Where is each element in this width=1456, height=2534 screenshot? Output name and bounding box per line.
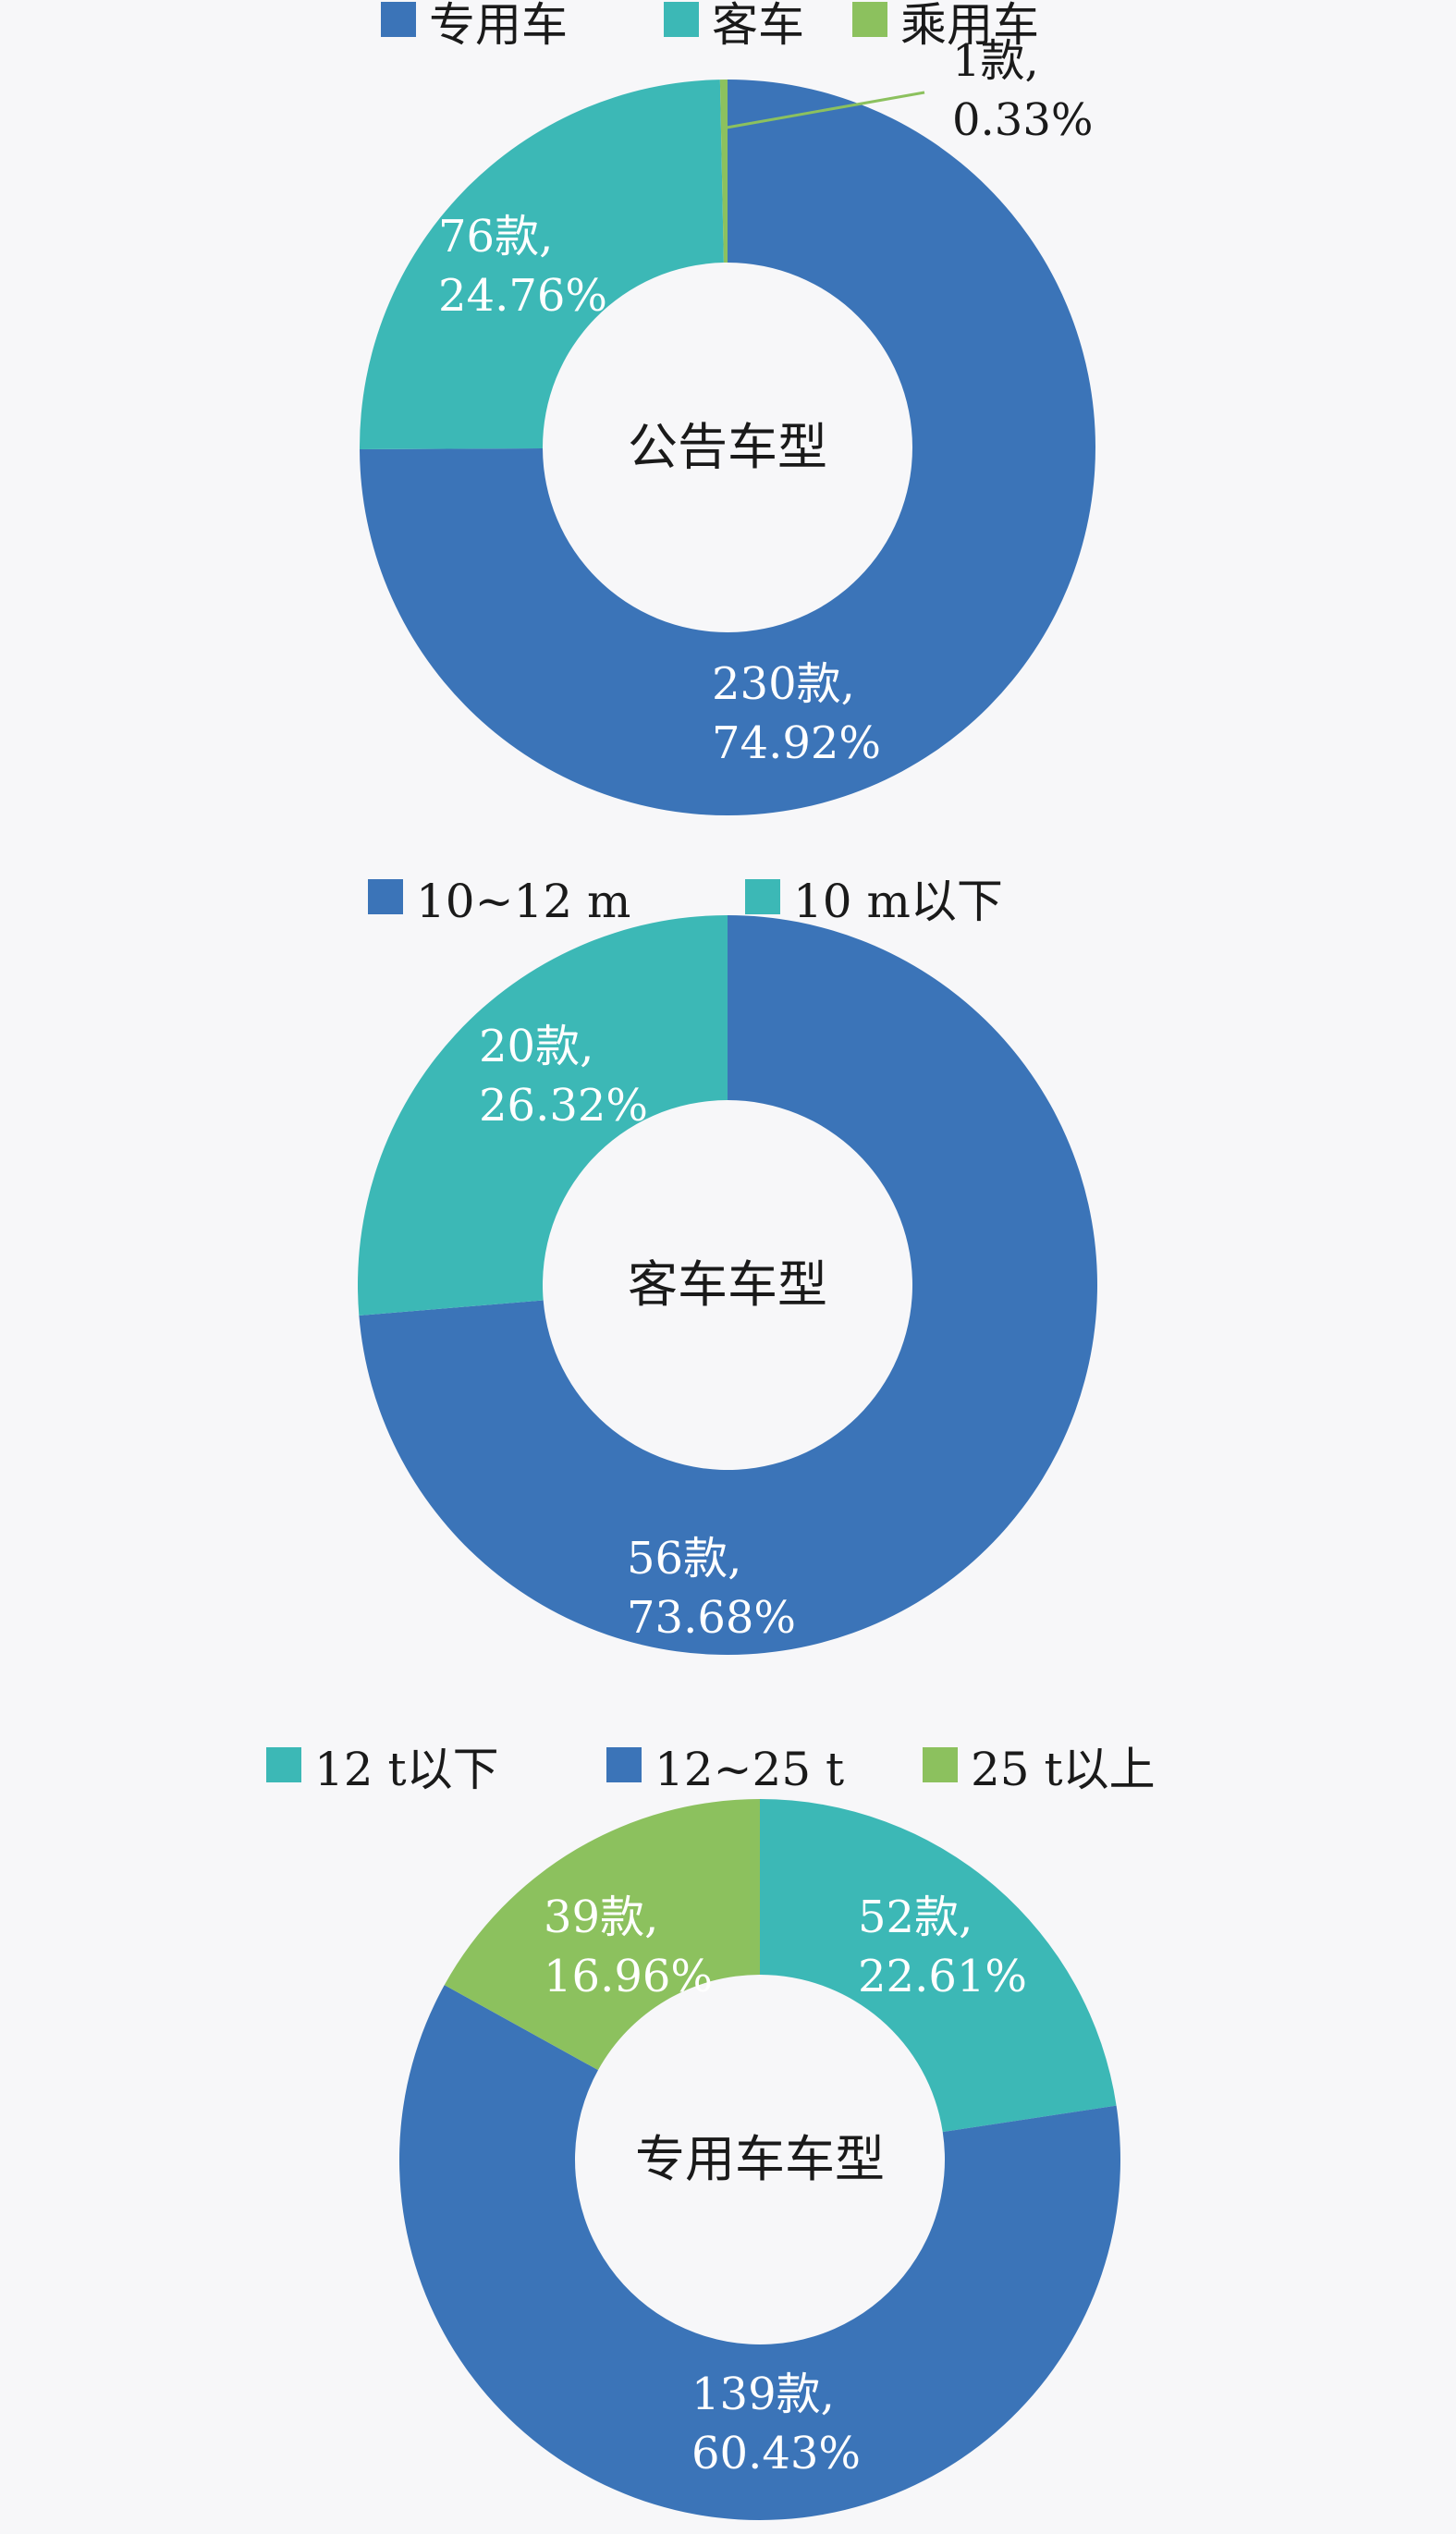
legend-label: 12 t以下: [314, 1743, 499, 1796]
data-label-percent: 73.68%: [627, 1592, 796, 1644]
donut-slice: [444, 1799, 760, 2071]
donut-slice: [760, 1799, 1117, 2133]
leader-line: [726, 91, 925, 129]
legend-swatch: [381, 2, 416, 37]
donut-chart-2: 10~12 m 10 m以下 56款, 73.68% 20款, 26.32% 客车车型: [358, 875, 1097, 1655]
data-label-percent: 22.61%: [858, 1951, 1027, 2002]
donut-slice: [359, 915, 1097, 1655]
donut-chart-1: 专用车 客车 乘用车 230款, 74.92% 76款, 24.76% 1款, 0.33% 公告车…: [360, 0, 1095, 815]
data-label-count: 230款,: [712, 658, 855, 710]
legend-swatch: [606, 1747, 642, 1782]
legend-label: 12~25 t: [655, 1743, 844, 1796]
data-label-count: 39款,: [544, 1891, 658, 1943]
data-label-count: 20款,: [479, 1021, 593, 1072]
center-label: 客车车型: [628, 1255, 827, 1314]
donut-slice: [360, 80, 724, 450]
center-label: 公告车型: [628, 418, 827, 476]
legend-label: 25 t以上: [971, 1743, 1156, 1796]
legend-swatch: [745, 879, 780, 914]
data-label-count: 56款,: [627, 1533, 741, 1585]
legend-label: 专用车: [429, 0, 568, 52]
donut-slice: [360, 80, 1095, 815]
donut-slice: [398, 1985, 1120, 2521]
data-label-percent: 0.33%: [952, 94, 1093, 146]
data-label-percent: 24.76%: [438, 270, 607, 322]
legend-swatch: [266, 1747, 301, 1782]
legend-label: 10~12 m: [416, 875, 630, 928]
legend-swatch: [852, 2, 887, 37]
data-label-percent: 26.32%: [479, 1080, 648, 1132]
legend-swatch: [368, 879, 403, 914]
data-label-count: 139款,: [691, 2369, 835, 2420]
data-label-percent: 60.43%: [691, 2428, 861, 2479]
donut-slice: [719, 80, 728, 263]
legend-swatch: [923, 1747, 958, 1782]
legend-label: 10 m以下: [793, 875, 1003, 928]
legend-label: 乘用车: [900, 0, 1039, 52]
data-label-percent: 74.92%: [712, 717, 881, 769]
center-label: 专用车车型: [635, 2130, 885, 2188]
data-label-percent: 16.96%: [544, 1951, 713, 2002]
legend-swatch: [664, 2, 699, 37]
donut-slice: [358, 915, 728, 1316]
data-label-count: 1款,: [952, 35, 1039, 87]
legend-label: 客车: [712, 0, 804, 52]
data-label-count: 52款,: [858, 1891, 973, 1943]
data-label-count: 76款,: [438, 211, 553, 263]
donut-chart-3: 12 t以下 12~25 t 25 t以上 52款, 22.61% 139款, 60.43%…: [266, 1743, 1156, 2521]
